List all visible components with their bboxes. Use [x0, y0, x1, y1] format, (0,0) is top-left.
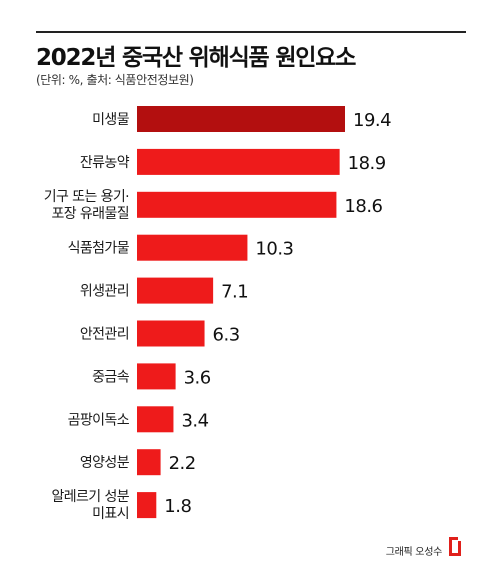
top-rule: [36, 31, 466, 33]
bar-8: [137, 406, 174, 433]
category-label-8: 곰팡이독소: [68, 412, 130, 428]
value-label-2: 18.9: [348, 153, 386, 174]
category-label-2: 잔류농약: [80, 155, 130, 171]
category-label-1: 미생물: [92, 112, 130, 128]
publisher-logo-icon: [449, 537, 461, 556]
bar-2: [137, 148, 340, 175]
category-label-10-line-2: 미표시: [92, 506, 129, 522]
category-label-6: 안전관리: [80, 327, 129, 343]
chart-title: 2022년 중국산 위해식품 원인요소: [36, 45, 356, 71]
category-label-10-line-1: 알레르기 성분: [51, 489, 129, 505]
bar-4: [137, 234, 248, 261]
value-label-5: 7.1: [221, 282, 248, 303]
value-label-7: 3.6: [184, 367, 211, 388]
bar-6: [137, 320, 205, 347]
value-label-8: 3.4: [181, 410, 208, 431]
category-label-7: 중금속: [92, 369, 130, 385]
category-label-4: 식품첨가물: [68, 241, 130, 257]
bar-10: [137, 492, 157, 519]
graphic-credit: 그래픽 오성수: [385, 547, 443, 558]
value-label-9: 2.2: [169, 453, 196, 474]
value-label-1: 19.4: [353, 110, 391, 131]
bar-7: [137, 363, 176, 390]
value-label-6: 6.3: [213, 325, 240, 346]
bar-5: [137, 277, 214, 304]
bar-9: [137, 449, 161, 476]
category-label-3-line-1: 기구 또는 용기·: [44, 189, 129, 205]
category-label-3-line-2: 포장 유래물질: [51, 206, 129, 222]
bar-3: [137, 191, 337, 218]
chart-subtitle: (단위: %, 출처: 식품안전정보원): [36, 73, 194, 87]
category-label-5: 위생관리: [80, 284, 129, 300]
value-label-10: 1.8: [164, 496, 191, 517]
bar-1: [137, 106, 345, 132]
value-label-4: 10.3: [255, 239, 293, 260]
value-label-3: 18.6: [344, 196, 382, 217]
category-label-9: 영양성분: [80, 455, 130, 471]
